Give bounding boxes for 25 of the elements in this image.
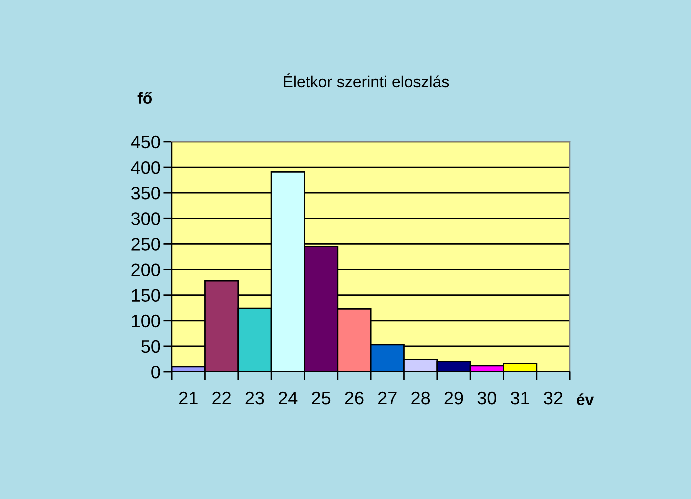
- x-tick-label: 28: [412, 392, 430, 405]
- x-tick-label: 22: [212, 392, 231, 405]
- y-tick-label: 150: [132, 289, 160, 302]
- y-tick-label: 50: [142, 340, 160, 354]
- x-tick-label: 30: [478, 392, 496, 405]
- y-tick-label: 300: [132, 212, 160, 226]
- x-tick-label: 27: [378, 392, 397, 405]
- x-tick-label: 31: [510, 392, 530, 405]
- chart-title: Életkor szerinti eloszlás: [284, 74, 450, 88]
- x-axis-title: év: [577, 394, 594, 406]
- x-tick-label: 23: [246, 392, 264, 405]
- y-tick-label: 450: [131, 136, 160, 149]
- y-axis-title: fő: [138, 92, 152, 104]
- x-tick-label: 29: [444, 392, 464, 405]
- x-tick-label: 25: [312, 392, 331, 405]
- y-tick-label: 100: [132, 314, 160, 328]
- x-tick-label: 32: [544, 392, 563, 405]
- y-tick-label: 200: [132, 264, 160, 276]
- x-tick-label: 26: [345, 392, 364, 405]
- y-tick-label: 350: [132, 187, 160, 200]
- x-tick-label: 21: [180, 392, 198, 405]
- y-tick-label: 400: [131, 161, 160, 174]
- y-tick-label: 250: [132, 238, 160, 251]
- x-tick-label: 24: [279, 392, 298, 405]
- y-tick-label: 0: [152, 366, 160, 379]
